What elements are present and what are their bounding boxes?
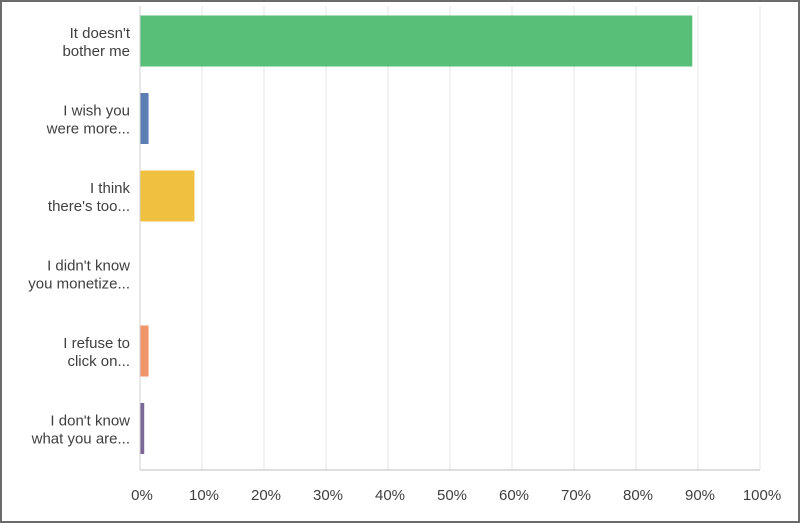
category-label-line: I think: [90, 180, 131, 197]
category-label-line: what you are...: [31, 431, 130, 448]
bar-2: [140, 170, 195, 222]
tick-label-100: 100%: [743, 487, 781, 504]
category-labels: It doesn't bother me I wish you were more..…: [28, 25, 131, 448]
category-label-line: I don't know: [50, 413, 130, 430]
category-label-line: you monetize...: [28, 276, 130, 293]
tick-label-80: 80%: [623, 487, 653, 504]
category-label-line: I wish you: [63, 103, 130, 120]
category-label-line: It doesn't: [70, 25, 131, 42]
tick-label-70: 70%: [561, 487, 591, 504]
category-label-5: I don't know what you are...: [31, 413, 131, 448]
category-label-line: were more...: [46, 121, 130, 138]
tick-label-20: 20%: [251, 487, 281, 504]
gridlines: [201, 6, 761, 470]
tick-label-30: 30%: [313, 487, 343, 504]
tick-label-50: 50%: [437, 487, 467, 504]
category-label-0: It doesn't bother me: [62, 25, 130, 60]
tick-label-10: 10%: [189, 487, 219, 504]
tick-label-0: 0%: [131, 487, 153, 504]
category-label-1: I wish you were more...: [46, 103, 130, 138]
tick-label-90: 90%: [685, 487, 715, 504]
bars: [140, 15, 693, 454]
category-label-line: I didn't know: [47, 258, 130, 275]
bar-0: [140, 15, 693, 67]
category-label-line: I refuse to: [63, 335, 130, 352]
category-label-3: I didn't know you monetize...: [28, 258, 130, 293]
tick-label-40: 40%: [375, 487, 405, 504]
tick-labels: 0% 10% 20% 30% 40% 50% 60% 70% 80% 90% 100%: [131, 487, 781, 504]
bar-5: [140, 403, 145, 454]
category-label-4: I refuse to click on...: [63, 335, 130, 370]
category-label-line: bother me: [62, 43, 130, 60]
bar-4: [140, 325, 149, 377]
bar-1: [140, 93, 149, 144]
category-label-2: I think there's too...: [48, 180, 131, 215]
category-label-line: click on...: [67, 353, 130, 370]
category-label-line: there's too...: [48, 198, 130, 215]
tick-label-60: 60%: [499, 487, 529, 504]
